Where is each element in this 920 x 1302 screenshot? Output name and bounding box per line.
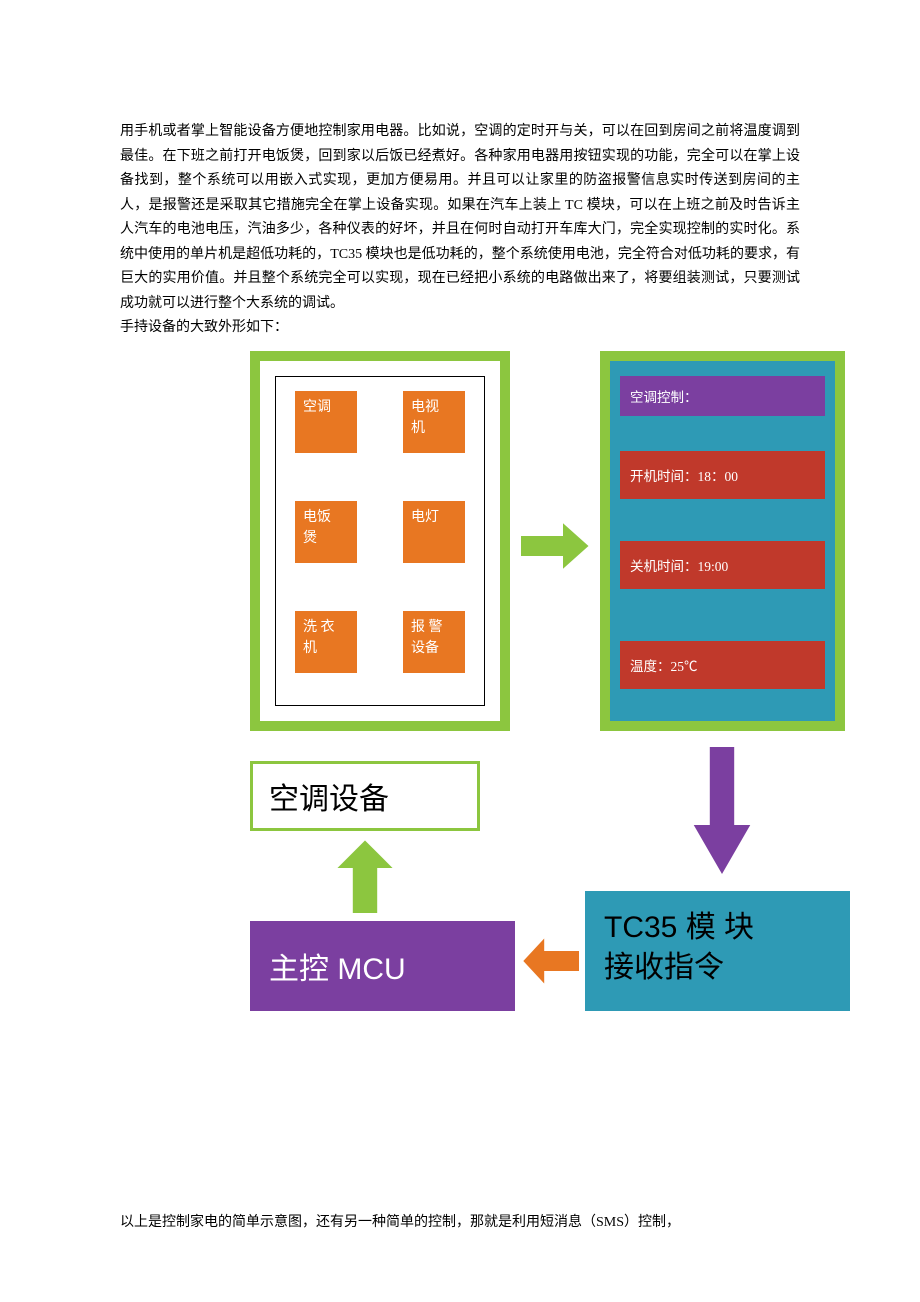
arrow-tc35-to-mcu-icon bbox=[522, 936, 580, 986]
mcu-box: 主控 MCU bbox=[250, 921, 515, 1011]
settings-bar-3: 温度：25℃ bbox=[620, 641, 825, 689]
ac-equipment-box: 空调设备 bbox=[250, 761, 480, 831]
tc35-box: TC35 模 块 接收指令 bbox=[585, 891, 850, 1011]
page: 用手机或者掌上智能设备方便地控制家用电器。比如说，空调的定时开与关，可以在回到房… bbox=[0, 0, 920, 1275]
appliance-button-4[interactable]: 洗 衣 机 bbox=[295, 611, 357, 673]
appliance-button-3[interactable]: 电灯 bbox=[403, 501, 465, 563]
arrow-right-to-tc35-icon bbox=[692, 746, 752, 876]
settings-bar-2: 关机时间：19:00 bbox=[620, 541, 825, 589]
arrow-left-to-right-icon bbox=[520, 521, 590, 571]
appliance-button-0[interactable]: 空调 bbox=[295, 391, 357, 453]
settings-bar-0: 空调控制： bbox=[620, 376, 825, 416]
appliance-button-1[interactable]: 电视 机 bbox=[403, 391, 465, 453]
paragraph-caption: 手持设备的大致外形如下： bbox=[120, 316, 800, 341]
paragraph-footer: 以上是控制家电的简单示意图，还有另一种简单的控制，那就是利用短消息（SMS）控制… bbox=[120, 1211, 800, 1236]
appliance-button-5[interactable]: 报 警 设备 bbox=[403, 611, 465, 673]
settings-bar-1: 开机时间：18：00 bbox=[620, 451, 825, 499]
arrow-mcu-to-ac-icon bbox=[335, 839, 395, 914]
system-diagram: 空调电视 机电饭 煲电灯洗 衣 机报 警 设备 空调控制： 开机时间：18：00 关机… bbox=[180, 351, 860, 1071]
appliance-button-2[interactable]: 电饭 煲 bbox=[295, 501, 357, 563]
paragraph-intro: 用手机或者掌上智能设备方便地控制家用电器。比如说，空调的定时开与关，可以在回到房… bbox=[120, 120, 800, 316]
